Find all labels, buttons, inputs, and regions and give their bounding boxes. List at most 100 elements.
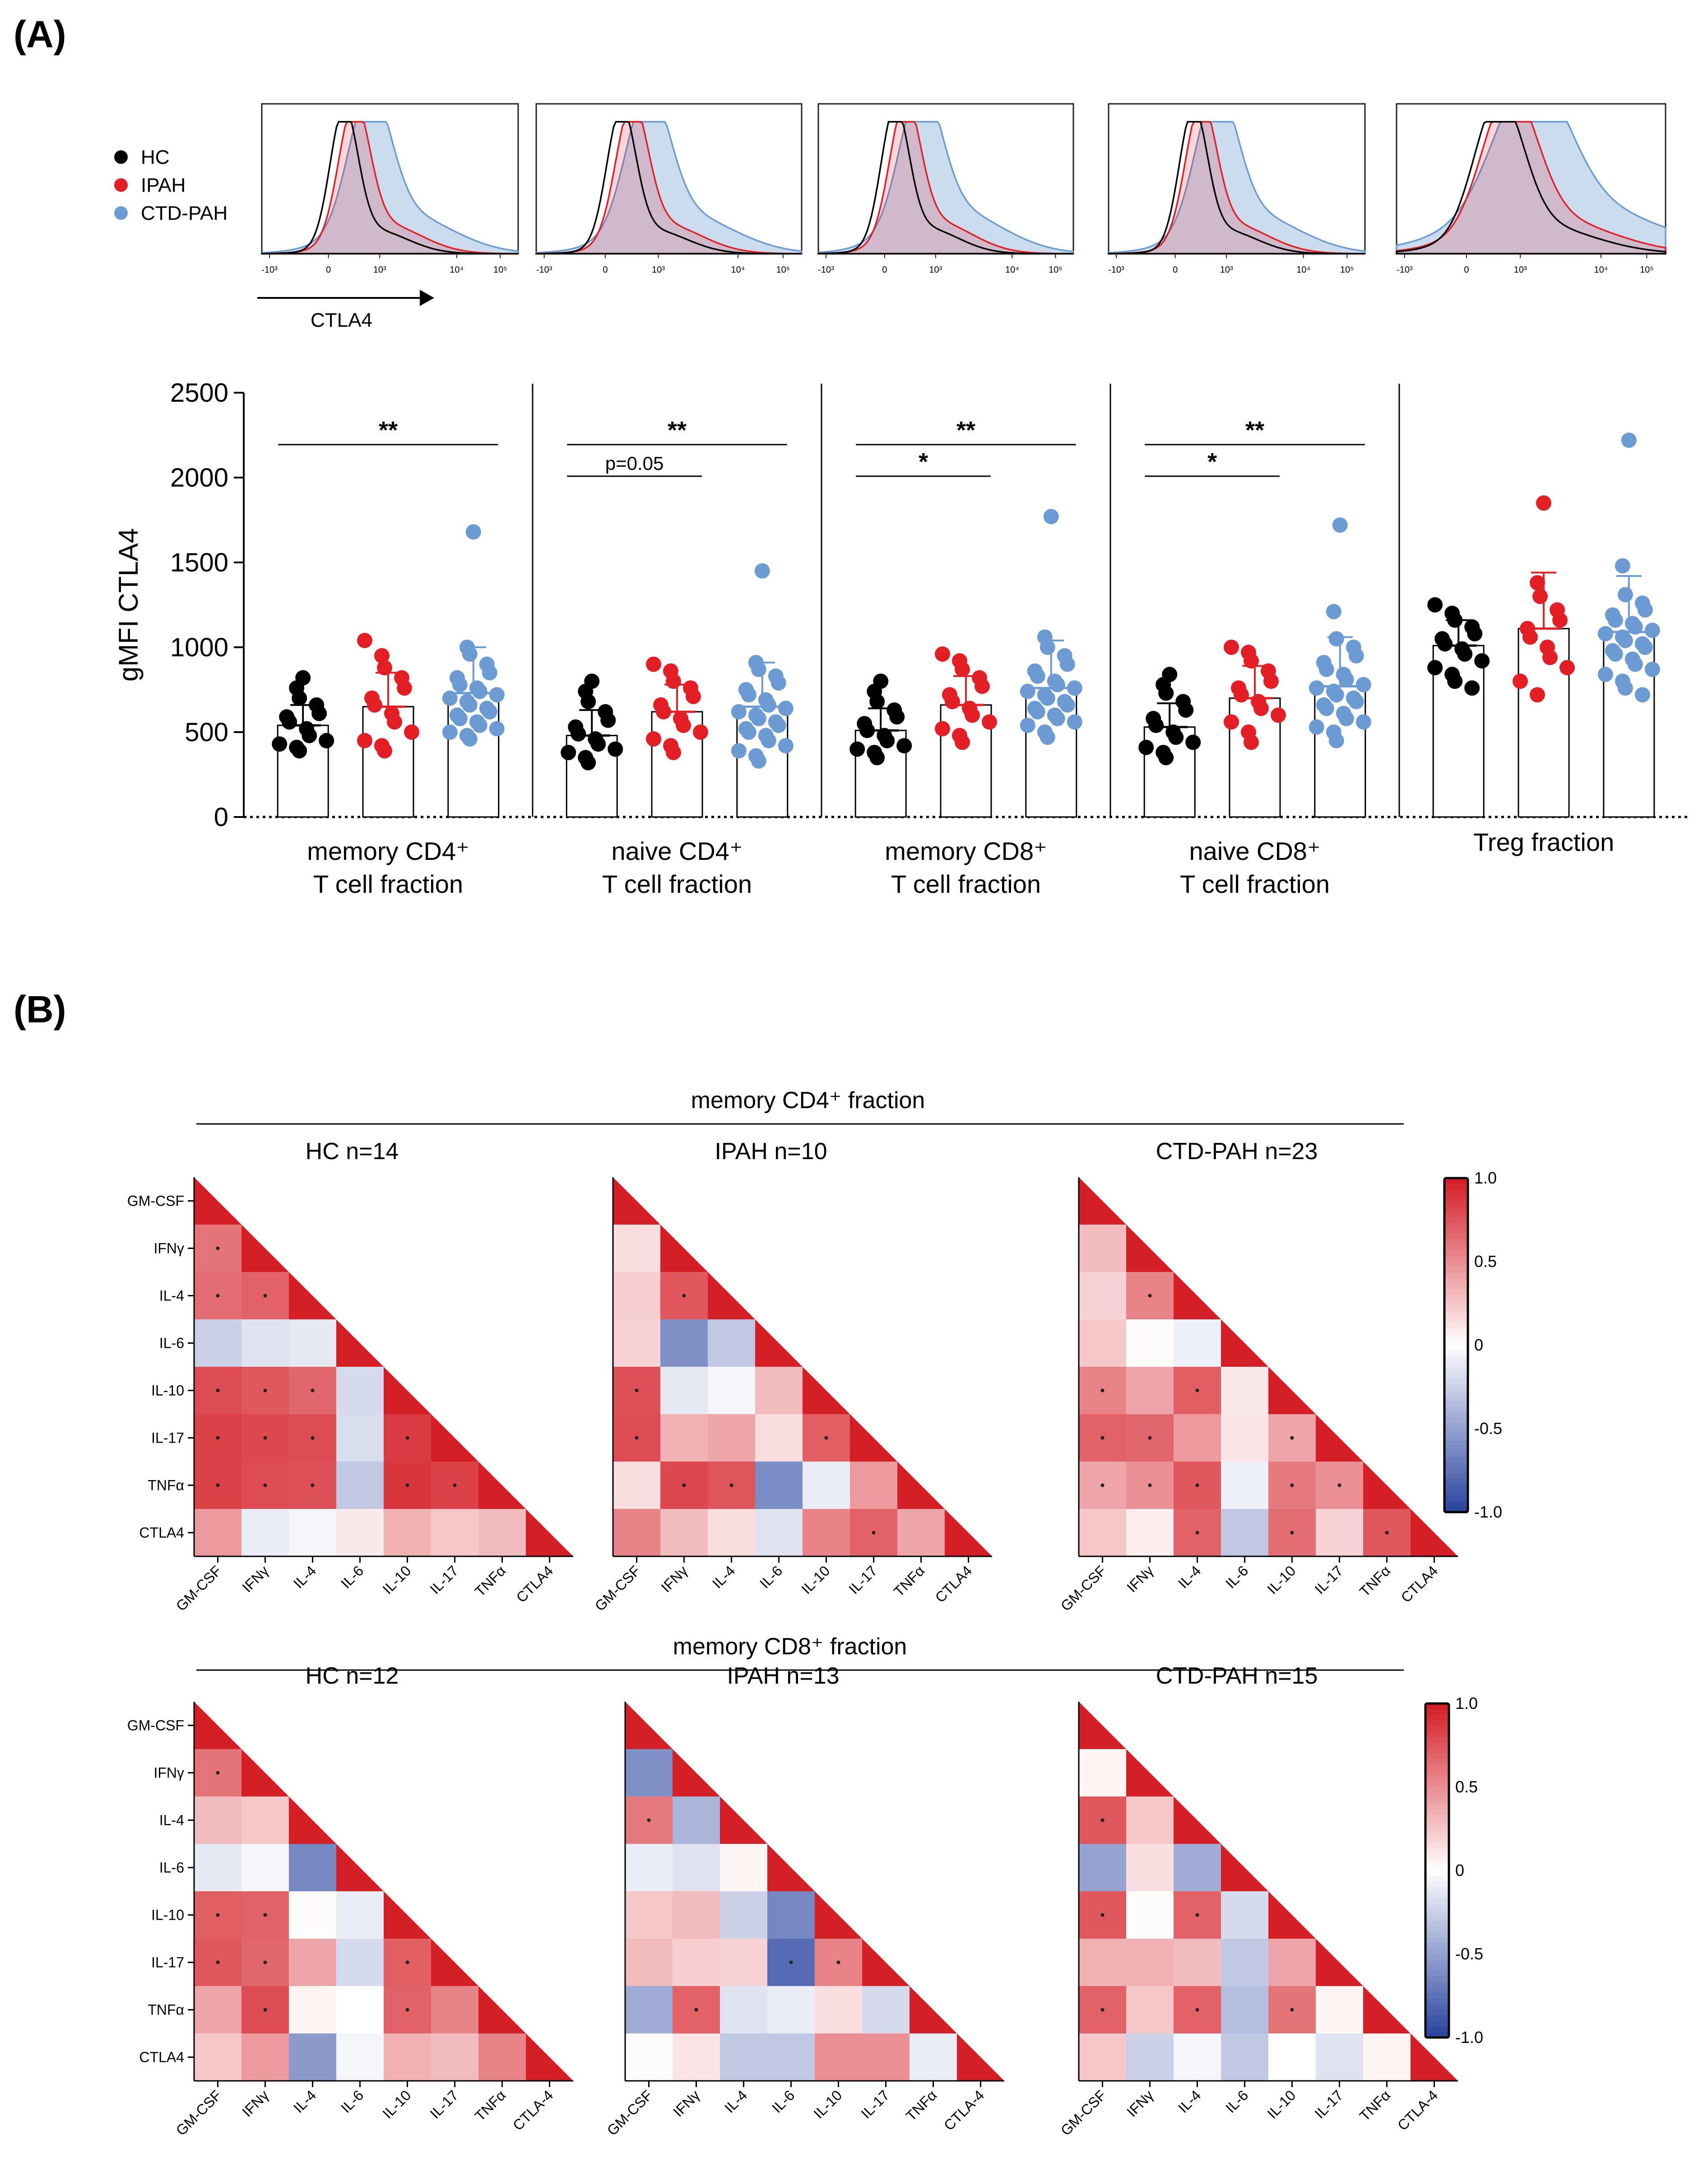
heatmap-cell-2-7-4 [1268,2033,1316,2081]
histogram-tick-label-0-0: -10³ [261,265,278,275]
colorbar-segment-28 [1444,1334,1468,1340]
colorbar-tick-label-1: 0.5 [1474,1252,1497,1271]
col-label-1-7: CTLA4 [932,1562,975,1606]
heatmap-cell-1-6-3 [767,1986,815,2034]
heatmap-cell-1-3-1 [660,1319,708,1367]
heatmap-cell-0-4-2 [289,1891,337,1939]
colorbar-segment-56 [1444,1490,1468,1496]
histogram-tick-label-0-4: 10⁵ [493,265,507,275]
heatmap-star-0-6-1 [263,1483,267,1487]
heatmap-cell-2-3-2 [1174,1844,1221,1892]
colorbar-segment-45 [1444,1429,1468,1435]
colorbar-segment-33 [1444,1362,1468,1368]
heatmap-cell-0-5-2 [289,1939,337,1987]
histogram-curve-1-0 [535,121,803,255]
heatmap-star-0-2-1 [263,1294,267,1298]
data-point-3-2-1 [1326,604,1341,620]
colorbar-segment-31 [1444,1351,1468,1357]
data-point-4-2-18 [1627,656,1643,672]
colorbar-segment-48 [1444,1445,1468,1452]
data-point-4-1-0 [1536,495,1551,511]
heatmap-cell-1-4-0 [625,1891,673,1939]
heatmap-cell-2-7-3 [1221,2033,1269,2081]
heatmap-star-0-1-0 [216,1771,220,1775]
colorbar-frame [1443,1177,1469,1513]
colorbar-segment-45 [1425,1954,1449,1960]
data-point-4-1-10 [1513,673,1528,689]
data-point-0-2-20 [442,724,458,740]
heatmap-cell-2-7-2 [1174,2033,1221,2081]
col-label-1-2: IL-4 [721,2087,750,2116]
colorbar-segment-14 [1425,1781,1449,1787]
data-point-2-2-4 [1059,656,1075,672]
colorbar-segment-48 [1425,1971,1449,1977]
legend-label-0: HC [141,146,170,168]
heatmap-cell-1-6-2 [720,1986,768,2034]
histogram-curve-4-0 [1396,121,1666,255]
heatmap-star-1-5-3 [789,1960,793,1964]
data-point-3-2-6 [1318,661,1334,677]
heatmap-diagonal-0-3 [336,1844,384,1891]
colorbar-segment-46 [1444,1434,1468,1440]
colorbar-segment-42 [1444,1412,1468,1418]
col-label-2-6: TNFα [1356,2087,1394,2124]
heatmap-cell-2-2-1 [1126,1796,1174,1844]
data-point-4-0-6 [1437,636,1453,652]
colorbar-segment-58 [1444,1501,1468,1507]
heatmap-cell-1-7-6 [910,2033,957,2081]
data-point-2-2-18 [1049,710,1065,726]
heatmap-cell-2-3-2 [1174,1319,1221,1367]
histogram-tick-label-2-4: 10⁵ [1049,265,1063,275]
colorbar-segment-53 [1444,1473,1468,1479]
colorbar-segment-29 [1444,1339,1468,1346]
colorbar-segment-0 [1425,1703,1449,1710]
col-label-1-6: TNFα [903,2087,940,2124]
data-point-3-0-6 [1148,717,1164,733]
col-label-2-3: IL-6 [1222,2087,1251,2116]
heatmap-cell-2-7-0 [1079,2033,1127,2081]
col-label-2-2: IL-4 [1175,1562,1204,1591]
heatmap-star-0-6-1 [263,2008,267,2012]
colorbar-segment-25 [1425,1843,1449,1849]
col-label-1-0: GM-CSF [604,2087,656,2139]
colorbar-segment-9 [1444,1228,1468,1235]
data-point-3-0-9 [1185,734,1201,750]
y-tick-label-1: 500 [185,718,228,747]
heatmap-star-0-5-4 [405,1436,409,1440]
heatmap-cell-2-5-4 [1268,1939,1316,1987]
heatmap-cell-1-6-5 [850,1462,898,1509]
col-label-0-7: CTLA-4 [510,2087,556,2133]
heatmap-star-2-5-1 [1148,1436,1152,1440]
row-label-6: TNFα [148,1477,184,1494]
y-tick-label-3: 1500 [170,548,228,577]
data-point-4-2-22 [1617,680,1633,696]
data-point-0-1-9 [404,724,419,740]
legend-dot-1 [114,178,128,192]
colorbar-tick-label-1: 0.5 [1455,1778,1478,1796]
heatmap-cell-0-6-3 [336,1462,384,1509]
data-point-2-2-16 [1030,704,1045,719]
col-label-2-5: IL-17 [1311,2087,1346,2121]
heatmap-diagonal-0-1 [241,1225,289,1272]
row-label-4: IL-10 [151,1907,184,1923]
col-label-0-4: IL-10 [379,2087,414,2121]
colorbar-segment-14 [1444,1256,1468,1262]
heatmap-cell-2-3-1 [1126,1844,1174,1892]
data-point-4-2-9 [1644,622,1660,638]
colorbar-segment-40 [1425,1926,1449,1932]
heatmap-cell-1-7-0 [613,1509,661,1557]
data-point-2-2-0 [1043,509,1059,525]
heatmap-diagonal-0-0 [194,1177,241,1225]
heatmap-diagonal-1-2 [708,1272,755,1319]
colorbar-segment-4 [1444,1200,1468,1207]
data-point-2-2-22 [1040,729,1055,745]
col-label-1-3: IL-6 [757,1562,785,1591]
data-point-0-1-6 [367,697,382,713]
heatmap-star-1-6-1 [694,2008,698,2012]
colorbar-segment-35 [1444,1373,1468,1379]
colorbar-segment-19 [1444,1284,1468,1290]
heatmap-cell-0-7-4 [384,2033,432,2081]
heatmap-cell-2-2-0 [1079,1272,1127,1320]
heatmap-cell-0-6-5 [431,1986,479,2034]
